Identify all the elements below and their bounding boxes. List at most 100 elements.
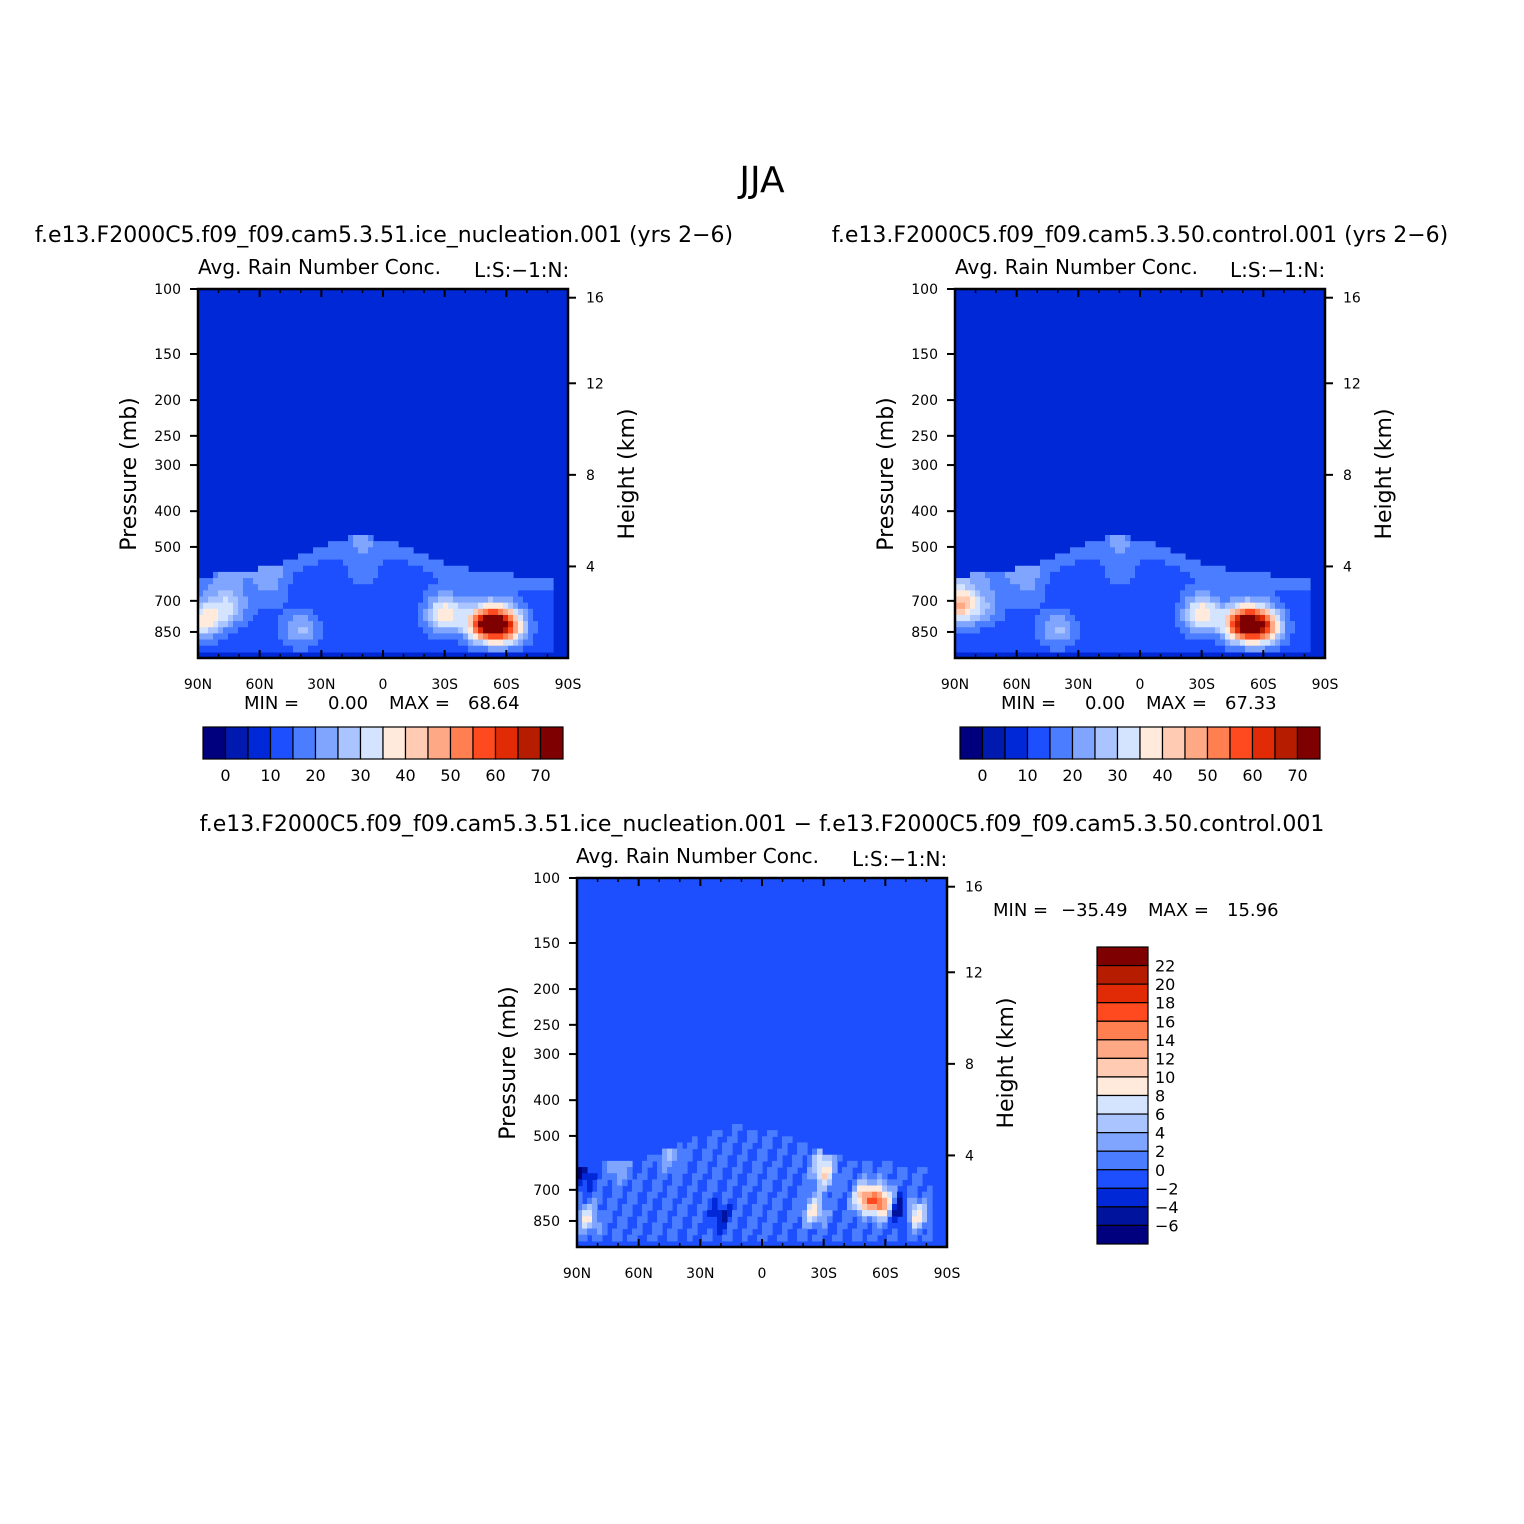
contour-cell	[832, 1185, 838, 1193]
contour-cell	[353, 541, 359, 548]
contour-cell	[1095, 639, 1101, 647]
contour-cell	[258, 614, 264, 622]
contour-cell	[248, 621, 254, 628]
contour-cell	[877, 1185, 883, 1193]
contour-cell	[872, 1203, 878, 1211]
contour-cell	[208, 621, 214, 628]
contour-cell	[995, 633, 1001, 641]
contour-cell	[742, 1197, 748, 1205]
contour-cell	[273, 602, 279, 610]
panel-3-min-label: MIN =	[993, 900, 1048, 921]
contour-cell	[985, 639, 991, 647]
contour-cell	[1255, 645, 1261, 653]
contour-cell	[1100, 602, 1106, 610]
contour-cell	[960, 621, 966, 628]
contour-cell	[990, 621, 996, 628]
contour-cell	[1120, 535, 1126, 542]
contour-cell	[847, 1203, 853, 1211]
contour-cell	[1015, 565, 1021, 573]
contour-cell	[338, 559, 344, 567]
contour-cell	[443, 571, 449, 579]
contour-cell	[1140, 547, 1146, 555]
contour-cell	[1285, 596, 1291, 604]
contour-cell	[198, 608, 204, 616]
contour-cell	[877, 1228, 883, 1236]
contour-cell	[797, 1191, 803, 1199]
contour-cell	[995, 584, 1001, 591]
contour-cell	[278, 584, 284, 591]
contour-cell	[213, 596, 219, 604]
contour-cell	[1200, 602, 1206, 610]
contour-cell	[1010, 571, 1016, 579]
contour-cell	[1145, 621, 1151, 628]
contour-cell	[787, 1222, 793, 1230]
contour-cell	[1225, 571, 1231, 579]
colorbar-swatch	[1161, 726, 1186, 760]
contour-cell	[807, 1210, 813, 1217]
contour-cell	[727, 1179, 733, 1187]
contour-cell	[1070, 584, 1076, 591]
contour-cell	[772, 1167, 778, 1174]
contour-cell	[1295, 608, 1301, 616]
contour-cell	[607, 1210, 613, 1217]
contour-cell	[503, 578, 509, 585]
contour-cell	[308, 614, 314, 622]
contour-cell	[797, 1142, 803, 1150]
contour-cell	[652, 1185, 658, 1193]
contour-cell	[1080, 578, 1086, 585]
contour-cell	[1115, 584, 1121, 591]
contour-cell	[393, 633, 399, 641]
contour-cell	[1285, 627, 1291, 634]
contour-cell	[408, 614, 414, 622]
contour-cell	[822, 1160, 828, 1168]
contour-cell	[960, 602, 966, 610]
contour-cell	[1295, 590, 1301, 598]
contour-cell	[1130, 578, 1136, 585]
contour-cell	[772, 1216, 778, 1223]
contour-cell	[273, 633, 279, 641]
contour-cell	[1100, 553, 1106, 561]
colorbar-swatch	[517, 726, 542, 760]
contour-cell	[308, 565, 314, 573]
contour-cell	[1235, 627, 1241, 634]
contour-cell	[1215, 584, 1221, 591]
contour-cell	[1115, 541, 1121, 548]
contour-cell	[852, 1234, 858, 1242]
contour-cell	[975, 627, 981, 634]
contour-cell	[1005, 645, 1011, 653]
contour-cell	[1035, 627, 1041, 634]
colorbar-swatch	[1096, 1187, 1149, 1208]
contour-cell	[842, 1216, 848, 1223]
contour-cell	[1025, 633, 1031, 641]
contour-cell	[852, 1191, 858, 1199]
contour-cell	[1235, 602, 1241, 610]
contour-cell	[1025, 608, 1031, 616]
contour-cell	[1215, 578, 1221, 585]
contour-cell	[1035, 565, 1041, 573]
contour-cell	[955, 608, 961, 616]
x-tick-label: 30S	[1188, 677, 1215, 693]
contour-cell	[1065, 627, 1071, 634]
contour-cell	[403, 596, 409, 604]
contour-cell	[313, 627, 319, 634]
contour-cell	[1100, 547, 1106, 555]
contour-cell	[408, 627, 414, 634]
contour-cell	[343, 547, 349, 555]
contour-cell	[732, 1136, 738, 1144]
contour-cell	[777, 1160, 783, 1168]
contour-cell	[797, 1154, 803, 1162]
contour-cell	[607, 1203, 613, 1211]
contour-cell	[1040, 571, 1046, 579]
contour-cell	[343, 596, 349, 604]
contour-cell	[498, 645, 504, 653]
contour-cell	[652, 1179, 658, 1187]
contour-cell	[223, 608, 229, 616]
contour-cell	[1180, 639, 1186, 647]
contour-cell	[637, 1222, 643, 1230]
contour-cell	[378, 633, 384, 641]
contour-cell	[1195, 578, 1201, 585]
contour-cell	[1155, 565, 1161, 573]
contour-cell	[373, 627, 379, 634]
contour-cell	[897, 1191, 903, 1199]
